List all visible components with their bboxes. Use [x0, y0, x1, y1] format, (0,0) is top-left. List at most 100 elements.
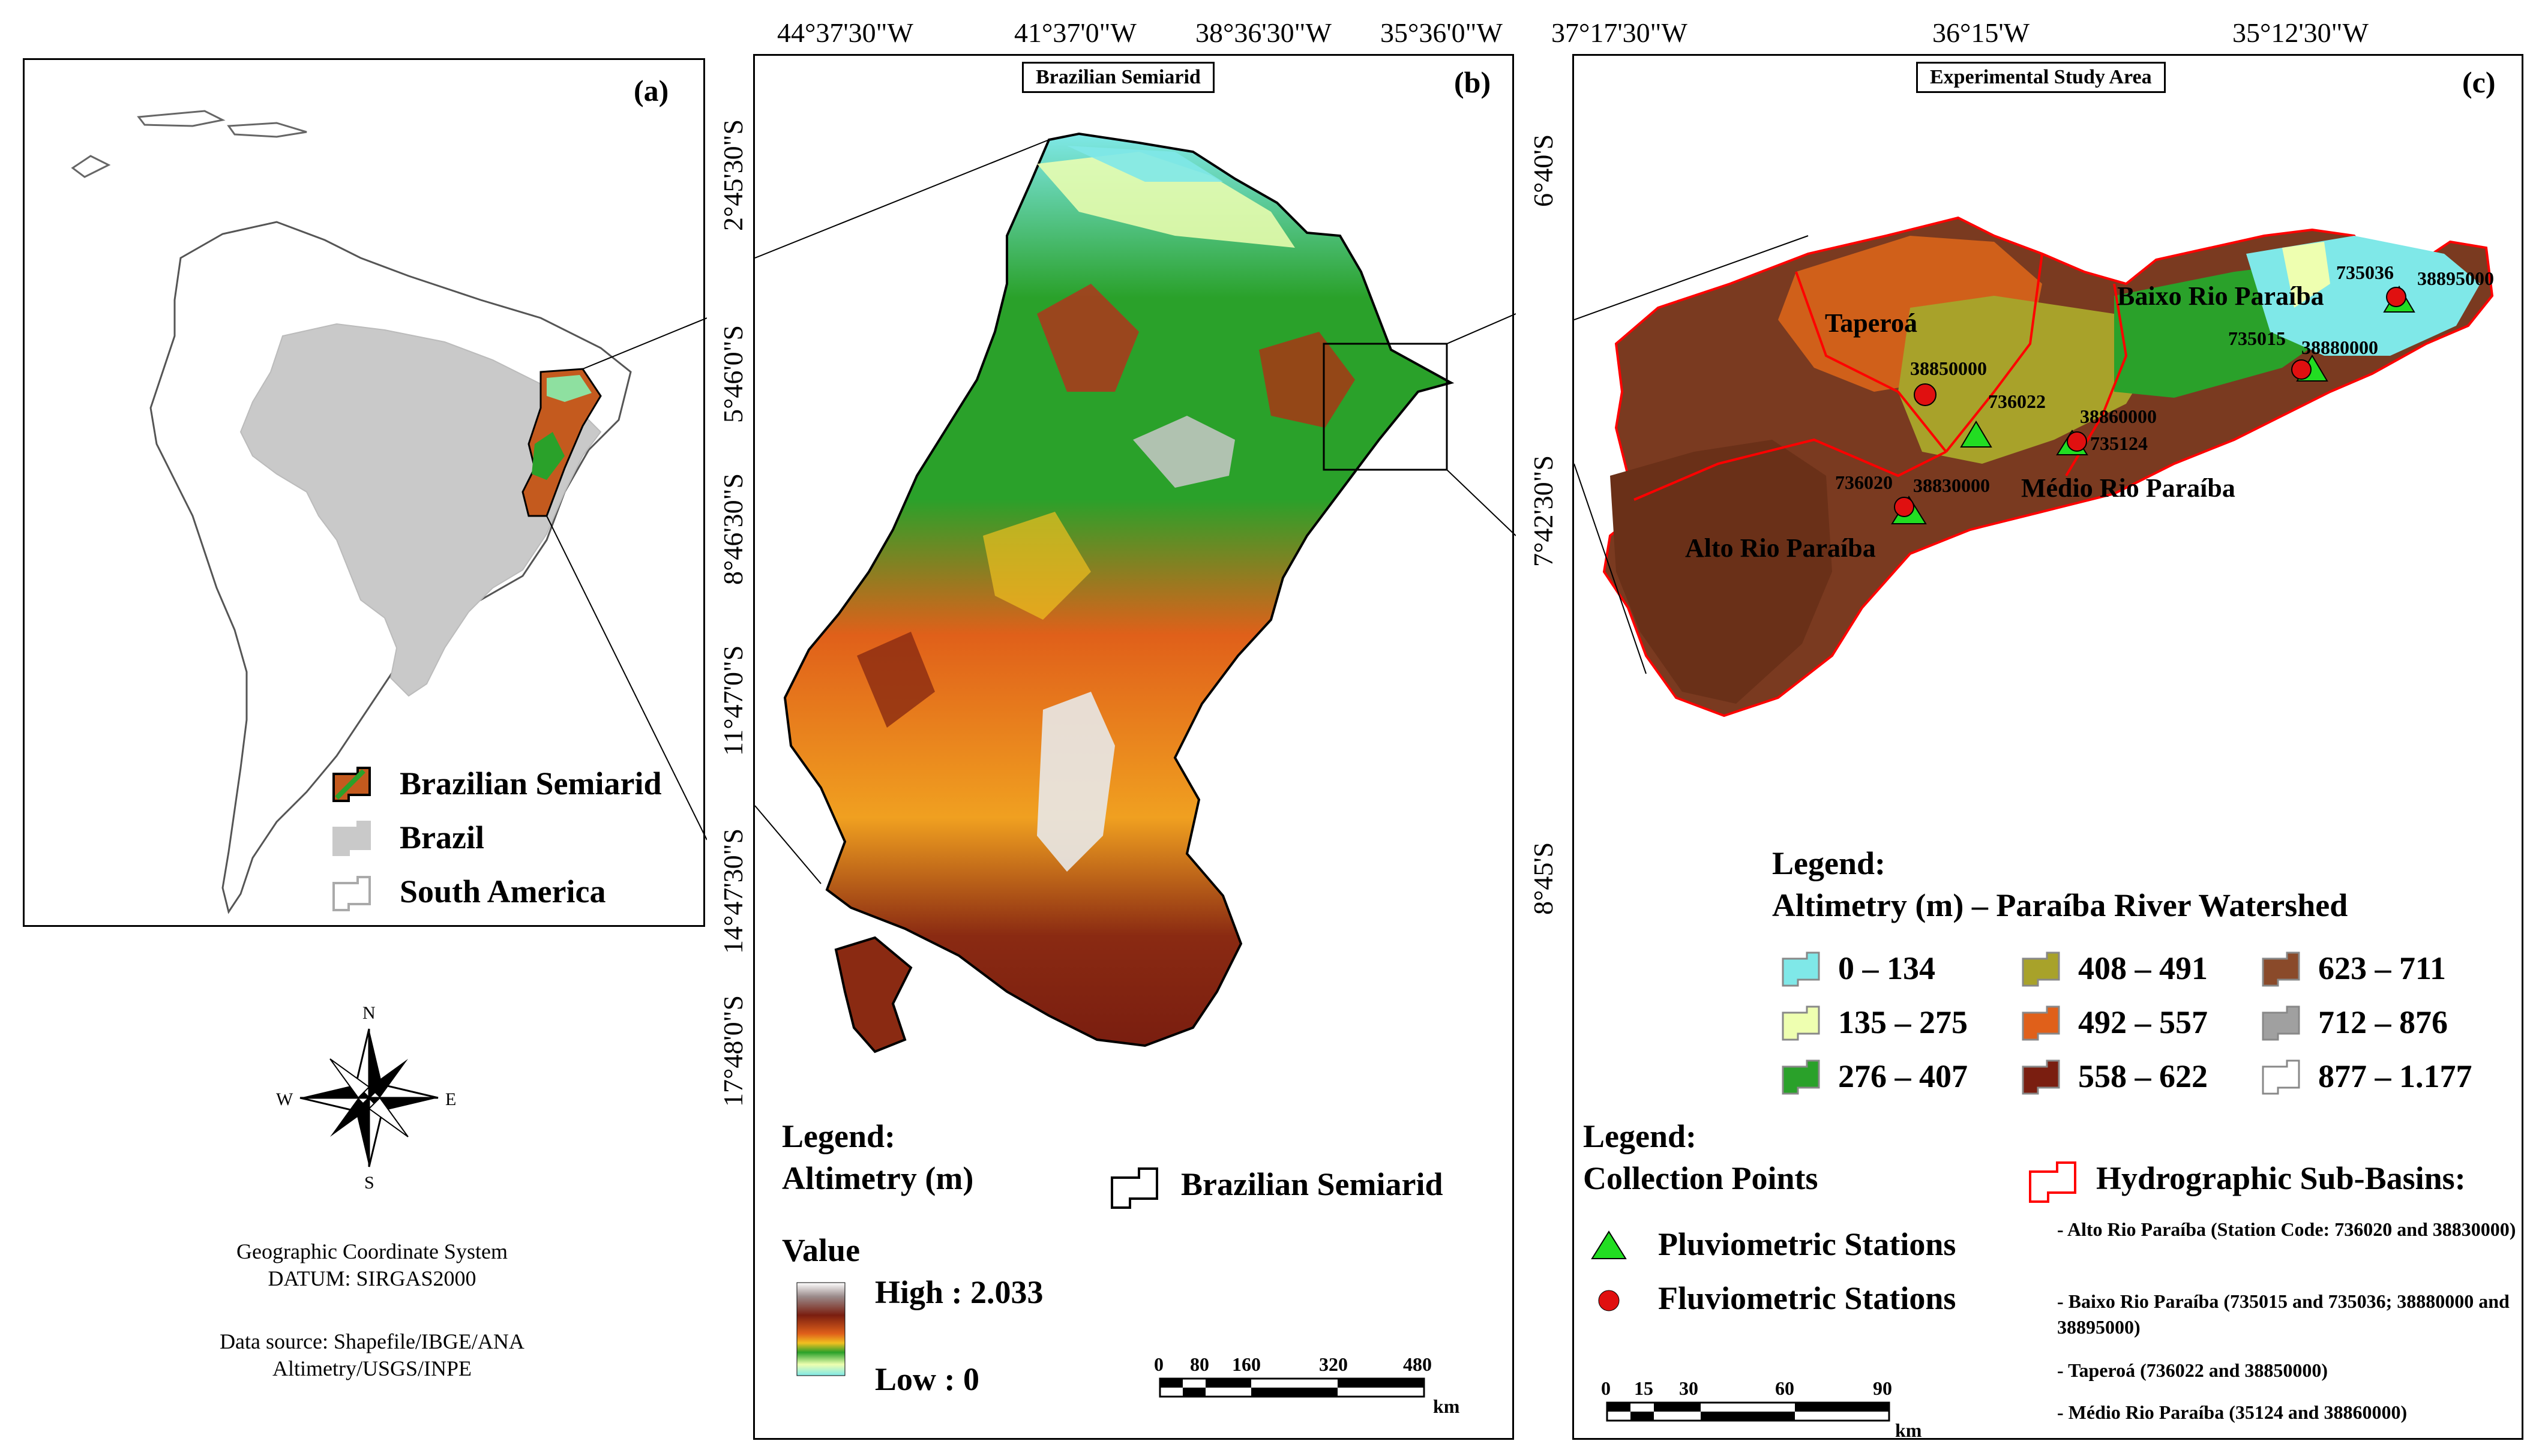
b-scale-80: 80	[1190, 1353, 1209, 1375]
panel-b-label: (b)	[1454, 65, 1491, 99]
label-736020: 736020	[1835, 472, 1893, 493]
panel-b-boundary-label: Brazilian Semiarid	[1181, 1166, 1443, 1202]
panel-b-legend-subtitle: Altimetry (m)	[782, 1160, 974, 1196]
label-735036: 735036	[2336, 262, 2394, 283]
panel-b-legend-title: Legend:	[782, 1118, 895, 1154]
b-top-coord-4: 35°36'0"W	[1380, 17, 1503, 48]
c-scale-0: 0	[1601, 1377, 1611, 1399]
note-data-source: Data source: Shapefile/IBGE/ANA	[220, 1329, 524, 1353]
c-scale-90: 90	[1873, 1377, 1892, 1399]
c-top-coord-3: 35°12'30"W	[2232, 17, 2369, 48]
legend-label-brazil: Brazil	[400, 819, 484, 855]
b-top-coord-1: 44°37'30"W	[777, 17, 913, 48]
station-38880000	[2291, 359, 2312, 380]
c-scale-15: 15	[1634, 1377, 1653, 1399]
c-top-coord-2: 36°15'W	[1932, 17, 2030, 48]
panel-b-title: Brazilian Semiarid	[1022, 62, 1215, 93]
watershed-map	[1574, 216, 2494, 1422]
south-america-map	[71, 110, 707, 914]
c-left-coord-1: 6°40'S	[1528, 134, 1558, 207]
panel-b-low-label: Low : 0	[875, 1361, 979, 1397]
b-left-coord-6: 17°48'0"S	[718, 995, 748, 1107]
b-left-coord-4: 11°47'0"S	[718, 645, 748, 756]
basin-baixo: Baixo Rio Paraíba	[2117, 281, 2324, 311]
panel-a-label: (a)	[634, 74, 669, 107]
alt-swatches	[1782, 951, 2300, 1095]
compass-n: N	[362, 1003, 376, 1023]
basin-medio: Médio Rio Paraíba	[2021, 473, 2235, 503]
b-left-coord-1: 2°45'30"S	[718, 119, 748, 231]
station-38830000	[1894, 497, 1914, 517]
study-area-box	[1323, 343, 1448, 471]
station-736022	[1960, 421, 1992, 448]
label-38895000: 38895000	[2417, 268, 2494, 289]
alt-class-2: 276 – 407	[1838, 1058, 1968, 1094]
panel-c-label: (c)	[2462, 65, 2496, 99]
compass-s: S	[364, 1173, 374, 1193]
label-735015: 735015	[2228, 328, 2286, 349]
alt-class-1: 135 – 275	[1838, 1004, 1968, 1040]
c-top-coord-1: 37°17'30"W	[1551, 17, 1687, 48]
panel-c: Experimental Study Area (c) Taperoá Baix…	[1572, 54, 2523, 1441]
panel-b-high-label: High : 2.033	[875, 1274, 1044, 1310]
c-scale-60: 60	[1775, 1377, 1794, 1399]
fluvio-label: Fluviometric Stations	[1658, 1280, 1956, 1316]
b-scale-160: 160	[1232, 1353, 1261, 1375]
label-735124: 735124	[2090, 433, 2148, 454]
alt-class-4: 492 – 557	[2078, 1004, 2208, 1040]
c-left-coord-2: 7°42'30"S	[1528, 455, 1558, 567]
alt-class-8: 877 – 1.177	[2318, 1058, 2472, 1094]
alt-class-5: 558 – 622	[2078, 1058, 2208, 1094]
b-left-coord-2: 5°46'0"S	[718, 325, 748, 423]
legend-pluvio-symbol	[1591, 1230, 1627, 1259]
alt-class-0: 0 – 134	[1838, 950, 1935, 986]
compass-w: W	[276, 1089, 293, 1109]
station-38860000	[2067, 431, 2087, 452]
alt-class-7: 712 – 876	[2318, 1004, 2448, 1040]
legend-swatch-semiarid	[332, 767, 371, 802]
label-38880000: 38880000	[2301, 337, 2378, 358]
b-left-coord-3: 8°46'30"S	[718, 473, 748, 585]
label-736022: 736022	[1988, 391, 2046, 412]
label-38860000: 38860000	[2080, 406, 2157, 427]
semiarid-mini	[521, 368, 602, 517]
points-legend-subtitle: Collection Points	[1583, 1160, 1818, 1196]
basin-taperoa: Taperoá	[1825, 308, 1918, 338]
semiarid-outline	[783, 132, 1455, 1047]
legend-swatch-boundary	[1111, 1167, 1158, 1209]
c-left-coord-3: 8°45'S	[1528, 842, 1558, 915]
alt-class-6: 623 – 711	[2318, 950, 2447, 986]
b-scale-0: 0	[1154, 1353, 1164, 1375]
subbasin-note-2: - Baixo Rio Paraíba (735015 and 735036; …	[2057, 1290, 2510, 1338]
b-left-coord-5: 14°47'30"S	[718, 828, 748, 954]
subbasin-note-4: - Médio Rio Paraíba (35124 and 38860000)	[2057, 1401, 2408, 1423]
panel-c-legend-subtitle: Altimetry (m) – Paraíba River Watershed	[1772, 887, 2348, 923]
pluvio-label: Pluviometric Stations	[1658, 1226, 1956, 1262]
legend-label-semiarid: Brazilian Semiarid	[400, 765, 662, 801]
c-scale-unit: km	[1895, 1419, 1922, 1441]
note-altimetry-source: Altimetry/USGS/INPE	[272, 1356, 472, 1380]
station-38850000	[1914, 383, 1937, 406]
legend-subbasin-swatch	[2029, 1161, 2076, 1203]
note-coordinate-system: Geographic Coordinate System	[236, 1239, 508, 1263]
legend-label-south-america: South America	[400, 873, 606, 909]
station-38895000	[2386, 287, 2406, 307]
label-38850000: 38850000	[1910, 358, 1987, 379]
legend-fluvio-symbol	[1598, 1290, 1620, 1311]
subbasin-note-3: - Taperoá (736022 and 38850000)	[2057, 1359, 2328, 1381]
subbasin-note-1: - Alto Rio Paraíba (Station Code: 736020…	[2057, 1218, 2516, 1240]
legend-swatch-brazil	[332, 821, 371, 856]
panel-b-value-label: Value	[782, 1232, 861, 1268]
altimetry-ramp	[796, 1282, 846, 1376]
semiarid-elevation-map	[755, 132, 1516, 1398]
c-scale-30: 30	[1679, 1377, 1698, 1399]
compass-e: E	[445, 1089, 457, 1109]
panel-c-legend-title: Legend:	[1772, 845, 1885, 881]
alt-class-3: 408 – 491	[2078, 950, 2208, 986]
note-datum: DATUM: SIRGAS2000	[268, 1266, 476, 1290]
panel-c-title: Experimental Study Area	[1916, 62, 2166, 93]
legend-swatch-south-america	[332, 876, 371, 911]
panel-a: (a) Brazilian Semiarid Brazil South Amer…	[23, 58, 707, 927]
b-top-coord-2: 41°37'0"W	[1014, 17, 1137, 48]
